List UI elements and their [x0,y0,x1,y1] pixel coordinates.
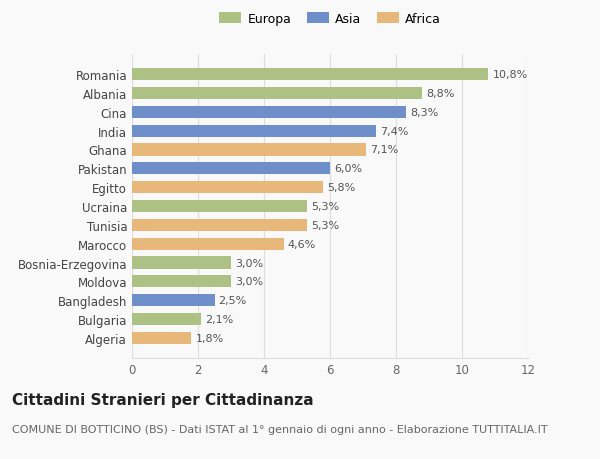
Text: 3,0%: 3,0% [235,258,263,268]
Text: 2,5%: 2,5% [218,296,247,306]
Text: 8,8%: 8,8% [427,89,455,99]
Text: 5,3%: 5,3% [311,220,339,230]
Bar [132,182,323,194]
Text: 8,3%: 8,3% [410,107,438,118]
Bar [132,313,202,325]
Bar [132,201,307,213]
Bar [132,106,406,119]
Bar [132,144,366,156]
Text: 2,1%: 2,1% [205,314,233,325]
Text: 6,0%: 6,0% [334,164,362,174]
Bar [132,88,422,100]
Legend: Europa, Asia, Africa: Europa, Asia, Africa [219,13,441,26]
Bar [132,125,376,137]
Text: 3,0%: 3,0% [235,277,263,287]
Bar [132,219,307,231]
Bar [132,69,488,81]
Text: 7,1%: 7,1% [370,145,398,155]
Bar [132,163,330,175]
Text: 10,8%: 10,8% [493,70,527,80]
Text: 5,3%: 5,3% [311,202,339,212]
Text: 7,4%: 7,4% [380,126,409,136]
Bar [132,294,215,307]
Text: 4,6%: 4,6% [288,239,316,249]
Text: COMUNE DI BOTTICINO (BS) - Dati ISTAT al 1° gennaio di ogni anno - Elaborazione : COMUNE DI BOTTICINO (BS) - Dati ISTAT al… [12,425,548,435]
Bar [132,238,284,250]
Bar [132,332,191,344]
Bar [132,276,231,288]
Bar [132,257,231,269]
Text: 5,8%: 5,8% [328,183,356,193]
Text: Cittadini Stranieri per Cittadinanza: Cittadini Stranieri per Cittadinanza [12,392,314,408]
Text: 1,8%: 1,8% [196,333,224,343]
